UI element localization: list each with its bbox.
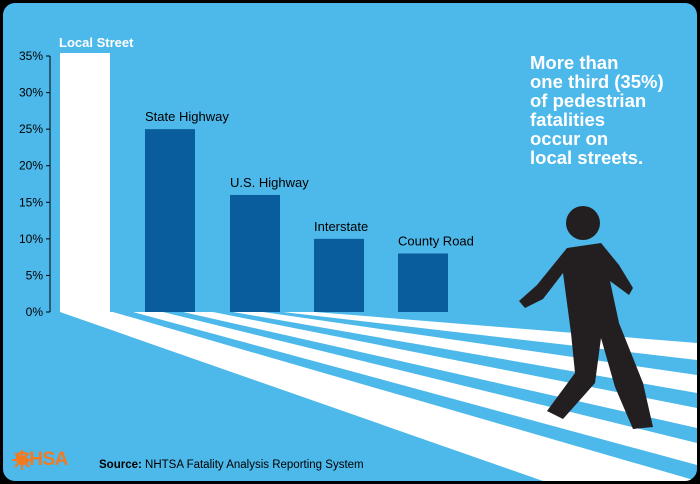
bar — [145, 129, 195, 312]
ghsa-logo-icon: GHSA — [12, 449, 68, 473]
pedestrian-walking-icon — [519, 206, 653, 429]
y-tick-label: 35% — [19, 49, 43, 63]
bars-group: Local Street State Highway U.S. Highway Int… — [59, 35, 474, 312]
category-label: U.S. Highway — [230, 175, 309, 190]
bar — [398, 253, 448, 312]
bar — [314, 238, 364, 312]
category-label: State Highway — [145, 109, 229, 124]
bar — [60, 53, 110, 312]
bar — [230, 194, 280, 312]
source-text: NHTSA Fatality Analysis Reporting System — [145, 459, 364, 471]
crosswalk-stripes — [60, 312, 697, 481]
category-label: Local Street — [59, 35, 134, 50]
category-label: County Road — [398, 233, 474, 248]
crosswalk-stripe — [60, 312, 697, 481]
logo-text: GHSA — [15, 449, 68, 470]
y-tick-label: 30% — [19, 86, 43, 100]
bar-chart: 0% 5% 10% 15% 20% 25% 30% 35% Local Street State… — [19, 35, 697, 481]
source-note: Source: NHTSA Fatality Analysis Reportin… — [99, 459, 364, 471]
infographic-panel: 0% 5% 10% 15% 20% 25% 30% 35% Local Street State… — [3, 3, 697, 481]
crosswalk-stripe — [133, 312, 697, 465]
y-tick-label: 20% — [19, 159, 43, 173]
y-axis: 0% 5% 10% 15% 20% 25% 30% 35% — [19, 49, 51, 319]
source-label: Source: — [99, 459, 142, 471]
y-tick-label: 10% — [19, 232, 43, 246]
headline-text: More than one third (35%) of pedestrian … — [530, 52, 664, 168]
y-tick-label: 25% — [19, 122, 43, 136]
y-tick-label: 15% — [19, 195, 43, 209]
category-label: Interstate — [314, 219, 368, 234]
y-tick-label: 0% — [26, 305, 44, 319]
y-tick-label: 5% — [26, 268, 44, 282]
